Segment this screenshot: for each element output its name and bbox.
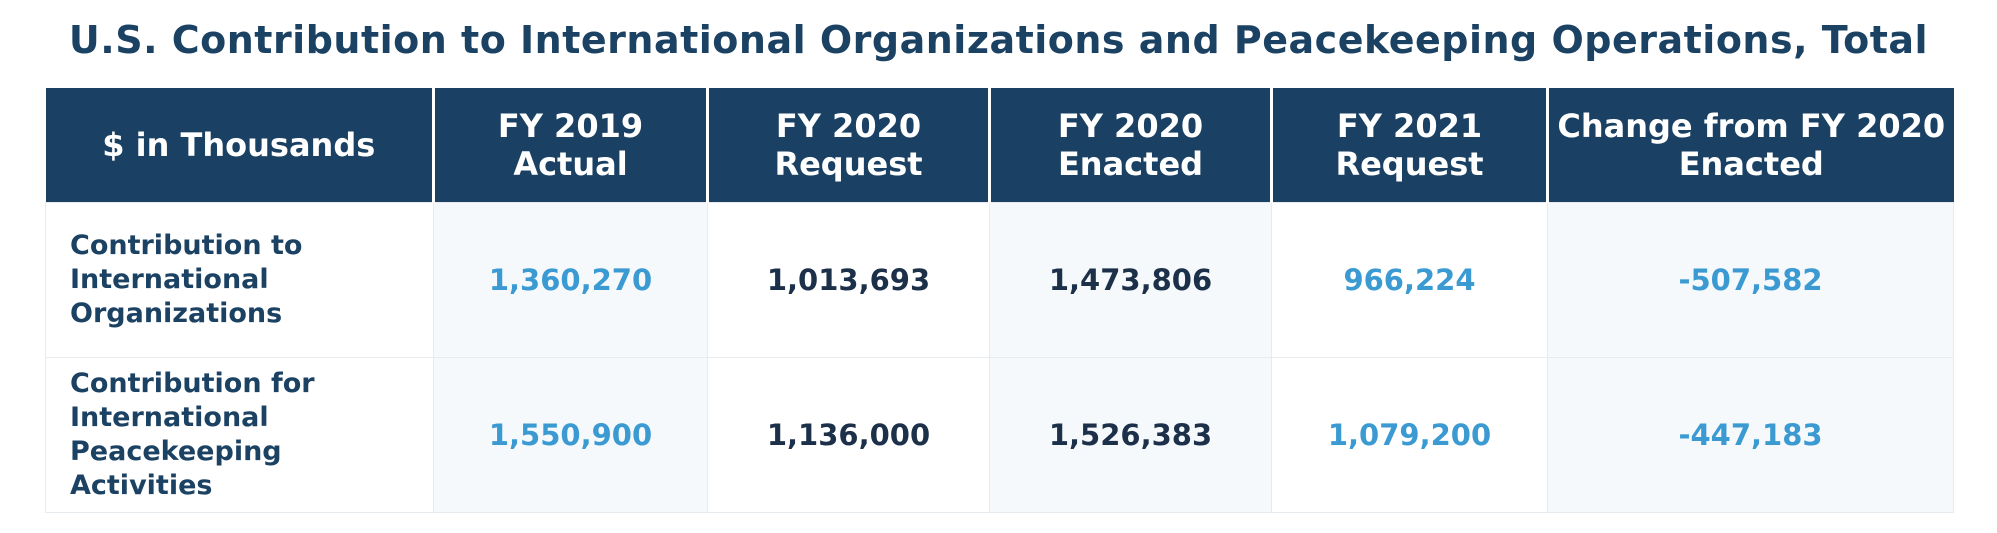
header-fy2020-enacted: FY 2020 Enacted [989,88,1273,203]
cell-value: 1,526,383 [989,357,1272,513]
cell-value: 1,473,806 [989,202,1272,358]
contribution-table: $ in Thousands FY 2019 Actual FY 2020 Re… [45,88,1954,513]
header-fy2020-request: FY 2020 Request [707,88,991,203]
cell-value: 966,224 [1271,202,1548,358]
header-units: $ in Thousands [45,88,435,203]
header-fy2021-request: FY 2021 Request [1271,88,1549,203]
cell-value: -507,582 [1547,202,1954,358]
cell-value: 1,079,200 [1271,357,1548,513]
row-label-peacekeeping-activities: Contribution for International Peacekeep… [45,357,434,513]
cell-value: 1,013,693 [707,202,990,358]
header-fy2019-actual: FY 2019 Actual [433,88,709,203]
cell-value: -447,183 [1547,357,1954,513]
table-row: Contribution for International Peacekeep… [45,357,1954,513]
cell-value: 1,550,900 [433,357,708,513]
cell-value: 1,360,270 [433,202,708,358]
table-title: U.S. Contribution to International Organ… [68,18,1929,62]
cell-value: 1,136,000 [707,357,990,513]
header-row: $ in Thousands FY 2019 Actual FY 2020 Re… [45,88,1954,203]
row-label-international-organizations: Contribution to International Organizati… [45,202,434,358]
header-change: Change from FY 2020 Enacted [1547,88,1954,203]
table-row: Contribution to International Organizati… [45,202,1954,358]
